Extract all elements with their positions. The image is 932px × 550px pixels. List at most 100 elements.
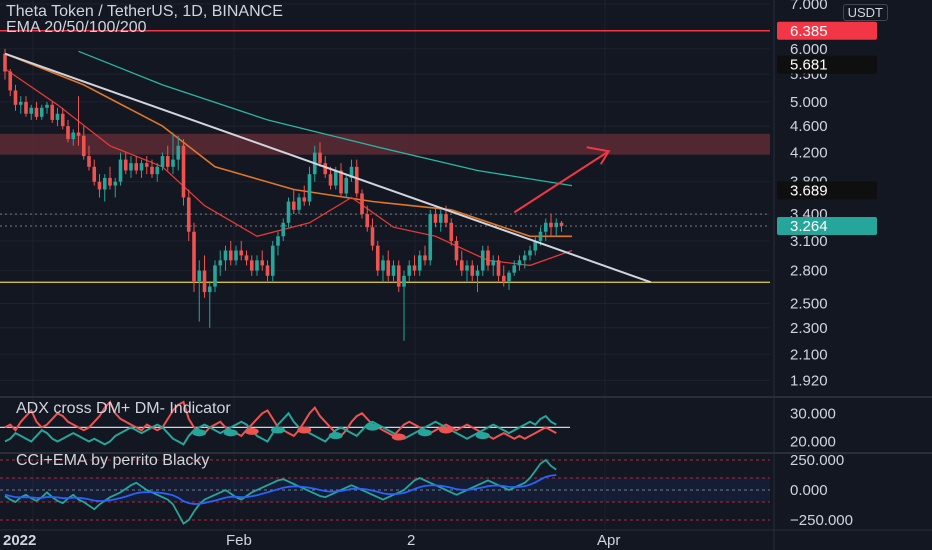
resistance-zone (0, 133, 770, 155)
candle (255, 260, 259, 271)
candle (333, 170, 338, 186)
candle (496, 260, 501, 276)
price-tick-label: 3.100 (790, 233, 828, 250)
adx-cross-marker (244, 427, 259, 435)
candle (239, 250, 244, 256)
adx-cross-marker (328, 432, 343, 440)
adx-pane-title: ADX cross DM+ DM- Indicator (16, 400, 231, 417)
adx-tick-label: 20.000 (790, 434, 836, 451)
cci-tick-label: 250.000 (790, 452, 844, 469)
candle (160, 156, 165, 167)
candle (87, 156, 91, 167)
price-badge (777, 181, 877, 200)
adx-cross-marker (391, 433, 406, 441)
candle (76, 132, 81, 136)
candle (512, 265, 517, 273)
time-tick-label: 2 (407, 532, 415, 549)
time-tick-label: 2022 (3, 532, 36, 549)
candle (244, 255, 249, 261)
candle (260, 260, 265, 266)
candle (360, 193, 364, 215)
adx-series-line (4, 411, 557, 446)
candle (459, 260, 464, 271)
candle (423, 255, 427, 261)
price-tick-label: 4.200 (790, 145, 828, 162)
candle (129, 163, 133, 171)
currency-scale-button[interactable]: USDT (842, 4, 888, 21)
candle (428, 214, 433, 261)
candle (470, 265, 475, 276)
candle (302, 197, 307, 202)
adx-cross-marker (223, 429, 238, 437)
price-badge-label: 6.385 (790, 23, 828, 40)
candle (396, 265, 401, 287)
candle (559, 222, 564, 226)
candle (323, 163, 328, 175)
candle (108, 177, 112, 186)
candle (113, 181, 118, 186)
candle (386, 260, 391, 276)
candle (533, 240, 538, 251)
adx-cross-marker (192, 429, 207, 437)
candle (197, 270, 202, 282)
candle (475, 270, 480, 276)
candle (118, 159, 123, 182)
projection-arrow-head (586, 146, 611, 165)
price-tick-label: 6.000 (790, 41, 828, 58)
candle (123, 159, 128, 171)
candle (24, 101, 28, 114)
candle (34, 107, 39, 117)
candle (339, 170, 343, 194)
candle (276, 236, 280, 246)
candle (486, 250, 490, 266)
candle (150, 166, 154, 175)
adx-cross-marker (439, 426, 453, 434)
price-badge (777, 216, 877, 235)
candle (71, 132, 76, 140)
candle (45, 104, 49, 108)
candle (228, 250, 233, 261)
candle (144, 163, 149, 167)
candle (202, 270, 207, 293)
trendline (4, 52, 652, 284)
time-tick-label: Apr (597, 532, 620, 549)
projection-arrow (513, 150, 610, 214)
candle (139, 163, 144, 171)
candle (554, 222, 559, 228)
candle (265, 265, 270, 276)
candle (155, 166, 160, 175)
price-badge (777, 21, 877, 40)
candle (354, 166, 359, 194)
candle (176, 145, 181, 160)
candle (213, 265, 217, 287)
candle (181, 145, 186, 198)
candle (491, 260, 496, 266)
chart-title: Theta Token / TetherUS, 1D, BINANCE (6, 3, 283, 20)
candle (165, 156, 170, 167)
candle (286, 201, 291, 223)
candle (528, 250, 532, 256)
candle (50, 104, 55, 120)
cci-series-line (4, 458, 557, 525)
cci-tick-label: 0.000 (790, 482, 828, 499)
candle (444, 214, 448, 223)
candle (454, 240, 459, 261)
candle (402, 275, 406, 287)
adx-cross-marker (297, 426, 312, 434)
candle (543, 222, 548, 232)
candle (29, 107, 34, 114)
candles-group (3, 48, 564, 341)
candle (501, 275, 506, 282)
candle (318, 152, 322, 164)
candle (375, 245, 380, 271)
price-badge (777, 55, 877, 74)
candle (281, 222, 286, 237)
candle (186, 197, 191, 232)
candle (480, 250, 485, 271)
candle (507, 272, 511, 282)
candle (370, 227, 375, 246)
candle (270, 245, 275, 276)
candle (517, 260, 522, 266)
